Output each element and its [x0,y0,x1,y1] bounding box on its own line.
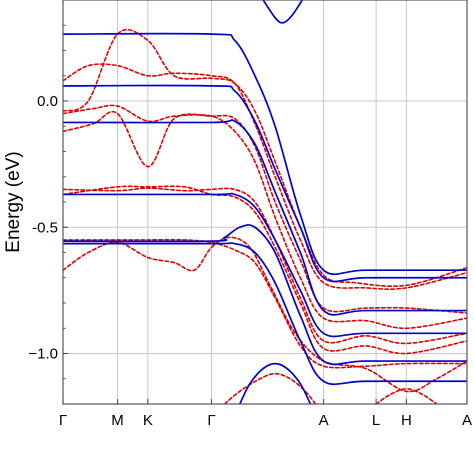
band-line-dashed [375,388,438,404]
x-tick-label: A [319,412,329,429]
y-tick-label: 0.0 [37,93,58,110]
band-line-dashed [63,238,467,369]
band-line-solid [63,119,467,316]
x-tick-label: M [111,412,124,429]
series-layer [63,0,467,404]
y-axis: 0.0 -0.5 −1.0 [28,24,68,380]
y-tick-label: −1.0 [28,346,58,363]
y-axis-label: Energy (eV) [3,151,24,252]
band-line-dashed [63,104,467,330]
band-line-solid [63,224,467,366]
band-line-solid [63,192,467,338]
x-tick-label: Γ [59,412,67,429]
band-line-solid [63,84,467,283]
plot-background [63,0,467,404]
band-line-dashed [63,63,467,290]
band-line-dashed [63,185,467,355]
x-tick-label: Γ [207,412,215,429]
band-line-solid [63,32,467,276]
x-tick-label: K [143,412,153,429]
x-tick-label: L [372,412,380,429]
band-line-solid [262,0,304,24]
x-tick-label: H [401,412,412,429]
y-tick-label: -0.5 [32,219,58,236]
x-tick-label: A [462,412,472,429]
band-line-dashed [63,187,467,345]
band-line-solid [238,362,312,404]
band-line-solid [63,242,467,386]
